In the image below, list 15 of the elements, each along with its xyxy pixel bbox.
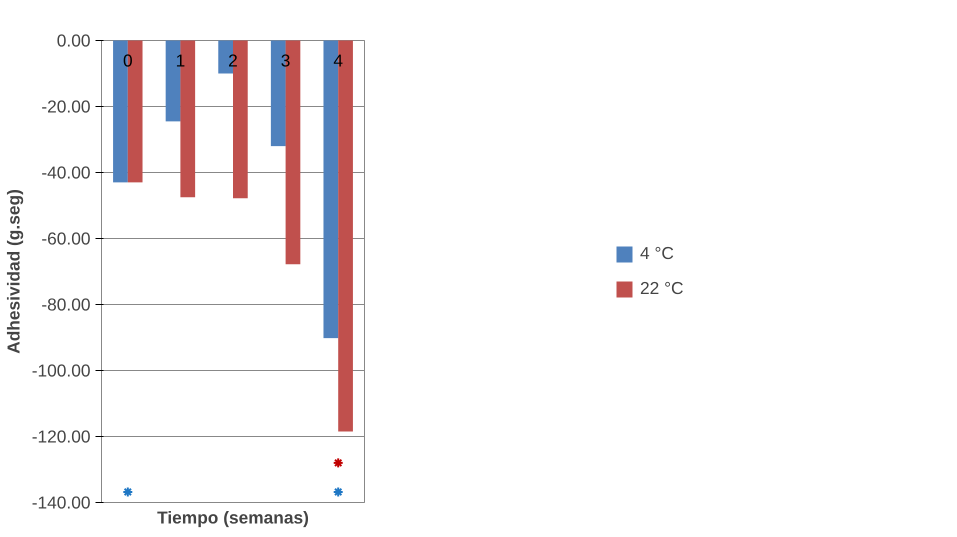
legend-label: 22 °C: [640, 278, 685, 299]
y-tick-label: -40.00: [41, 162, 91, 182]
y-tick-label: -60.00: [41, 228, 91, 248]
y-axis-title: Adhesividad (g.seg): [4, 189, 24, 354]
y-tick-label: 0.00: [56, 30, 91, 50]
x-tick-label: 4: [333, 50, 344, 70]
y-tick-label: -20.00: [41, 96, 91, 116]
y-tick-label: -140.00: [32, 492, 91, 512]
y-tick-label: -120.00: [32, 426, 91, 446]
y-tick-label: -100.00: [32, 360, 91, 380]
x-tick-label: 2: [228, 50, 238, 70]
x-axis-title: Tiempo (semanas): [157, 508, 309, 528]
y-tick-label: -80.00: [41, 294, 91, 314]
x-tick-label: 0: [122, 50, 133, 70]
legend-label: 4 °C: [640, 243, 675, 264]
